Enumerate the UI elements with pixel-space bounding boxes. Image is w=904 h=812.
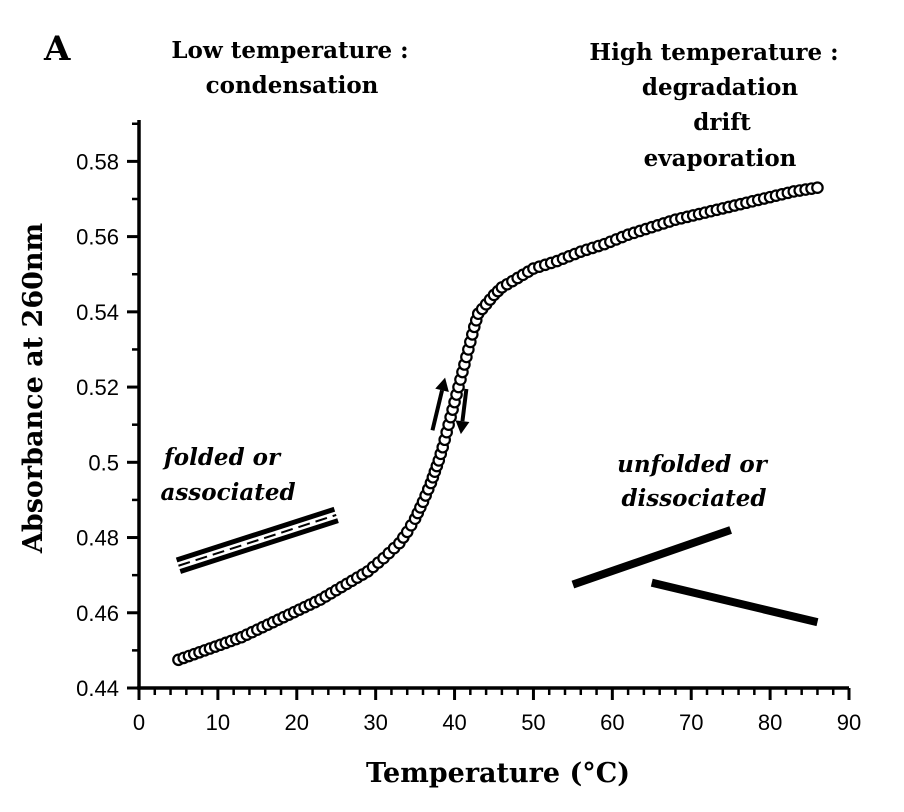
unfolded-label-line1: unfolded or xyxy=(617,451,769,478)
x-tick-label: 0 xyxy=(133,710,145,735)
unfolded-label-line2: dissociated xyxy=(621,485,766,512)
x-tick-label: 80 xyxy=(758,710,782,735)
x-tick-label: 70 xyxy=(679,710,703,735)
baselines xyxy=(175,506,819,627)
y-tick-label: 0.52 xyxy=(76,375,119,400)
y-tick-label: 0.46 xyxy=(76,601,119,626)
data-points xyxy=(172,181,824,667)
panel-label: A xyxy=(43,29,71,69)
heating-arrow-head xyxy=(435,377,449,392)
high-temp-degradation: degradation xyxy=(642,74,799,101)
heating-arrow-shaft xyxy=(430,389,445,431)
cooling-arrow-shaft xyxy=(460,388,469,422)
unfolded-baseline-rising xyxy=(571,526,732,589)
x-tick-label: 10 xyxy=(206,710,230,735)
y-tick-label: 0.56 xyxy=(76,225,119,250)
x-tick-label: 20 xyxy=(285,710,309,735)
axes xyxy=(137,120,849,690)
folded-label-line1: folded or xyxy=(162,444,282,471)
low-temp-title: Low temperature : xyxy=(171,37,408,64)
folded-baseline-edge xyxy=(175,506,336,563)
folded-label-line2: associated xyxy=(160,479,295,506)
direction-arrows xyxy=(430,377,470,435)
y-axis-label: Absorbance at 260nm xyxy=(18,223,49,554)
low-temp-condensation: condensation xyxy=(206,72,379,99)
high-temp-drift: drift xyxy=(693,109,751,136)
folded-baseline-edge xyxy=(179,518,339,574)
y-tick-label: 0.54 xyxy=(76,300,119,325)
y-tick-label: 0.5 xyxy=(88,450,119,475)
folded-baseline-dash xyxy=(178,514,337,567)
axis-ticks: 0 10 20 30 40 50 60 70 80 90 0.44 0.46 0.48 0.5 0.52 0.… xyxy=(76,122,861,735)
y-tick-label: 0.44 xyxy=(76,676,119,701)
y-tick-label: 0.48 xyxy=(76,526,119,551)
x-tick-label: 40 xyxy=(442,710,466,735)
x-tick-label: 90 xyxy=(837,710,861,735)
high-temp-title: High temperature : xyxy=(589,39,838,66)
high-temp-evaporation: evaporation xyxy=(644,145,797,172)
y-tick-label: 0.58 xyxy=(76,149,119,174)
unfolded-baseline-falling xyxy=(650,578,819,627)
x-axis-label: Temperature (°C) xyxy=(366,758,630,789)
x-tick-label: 50 xyxy=(521,710,545,735)
cooling-arrow-head xyxy=(455,420,470,435)
x-tick-label: 30 xyxy=(363,710,387,735)
x-tick-label: 60 xyxy=(600,710,624,735)
data-point xyxy=(811,181,824,195)
